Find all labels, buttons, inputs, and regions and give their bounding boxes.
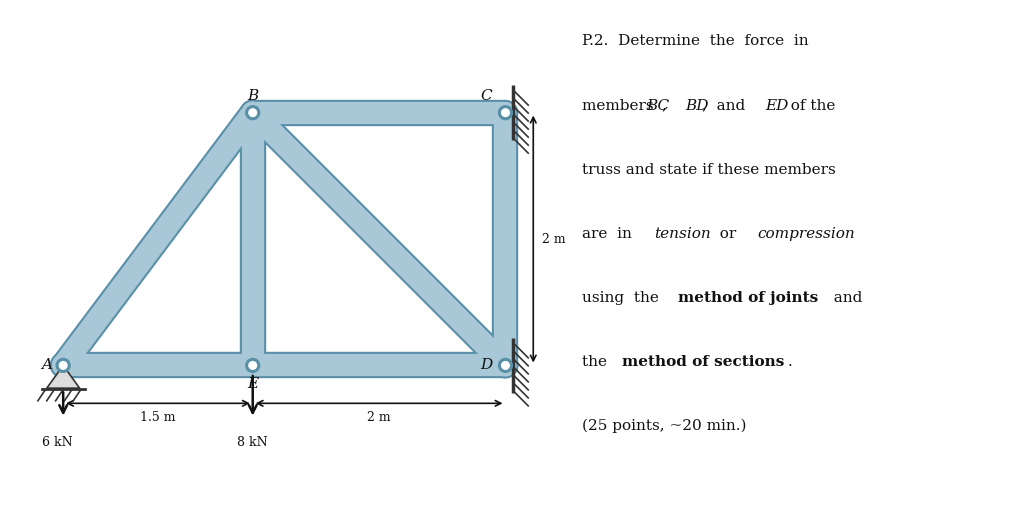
Text: 2 m: 2 m [542,233,565,246]
Circle shape [246,359,260,373]
Text: 2 m: 2 m [368,411,391,424]
Circle shape [502,109,509,117]
Text: 6 kN: 6 kN [42,436,72,449]
Text: and: and [824,291,863,305]
Polygon shape [47,365,80,388]
Text: ,  and: , and [701,99,755,112]
Text: BD: BD [686,99,710,112]
Text: C: C [480,89,493,103]
Text: of the: of the [781,99,836,112]
Text: P.2.  Determine  the  force  in: P.2. Determine the force in [583,35,809,49]
Text: tension: tension [654,227,711,241]
Circle shape [499,359,512,373]
Text: method of sections: method of sections [623,355,784,369]
Text: the: the [583,355,617,369]
Text: 1.5 m: 1.5 m [140,411,176,424]
Text: (25 points, ~20 min.): (25 points, ~20 min.) [583,419,746,433]
Circle shape [249,362,257,369]
Text: ,: , [662,99,677,112]
Text: D: D [480,359,493,373]
Circle shape [56,359,70,373]
Text: or: or [710,227,745,241]
Circle shape [59,362,67,369]
Text: BC: BC [646,99,669,112]
Circle shape [502,362,509,369]
Circle shape [246,106,260,120]
Text: method of joints: method of joints [678,291,818,305]
Text: ED: ED [765,99,788,112]
Text: A: A [41,359,52,373]
Text: B: B [247,89,258,103]
Text: 8 kN: 8 kN [238,436,268,449]
Text: compression: compression [757,227,855,241]
Text: using  the: using the [583,291,669,305]
Circle shape [249,109,257,117]
Circle shape [499,106,512,120]
Text: are  in: are in [583,227,642,241]
Text: E: E [247,377,258,391]
Text: members: members [583,99,659,112]
Text: .: . [787,355,792,369]
Text: truss and state if these members: truss and state if these members [583,163,837,176]
